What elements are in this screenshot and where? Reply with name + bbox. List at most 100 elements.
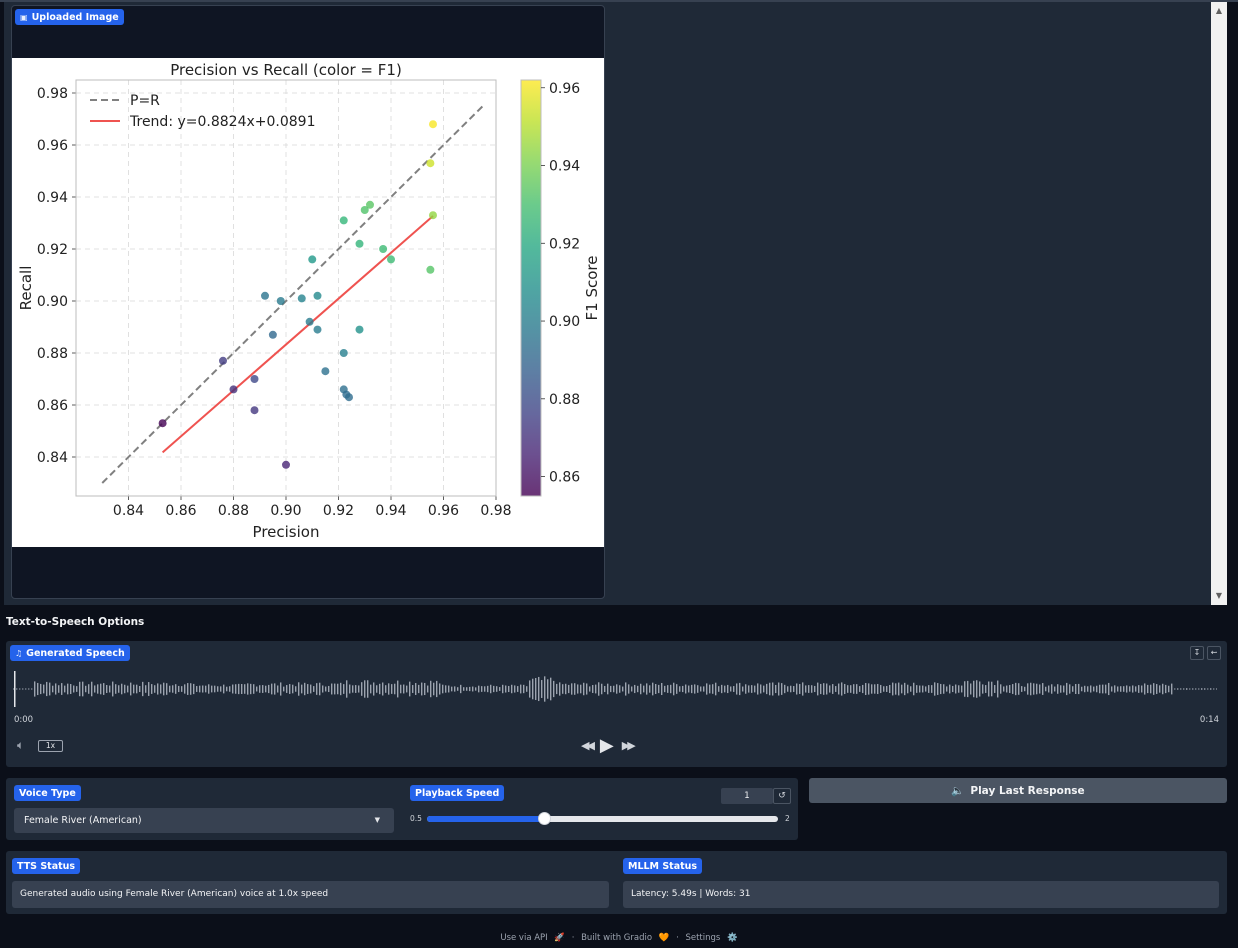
tts-status-label: TTS Status — [12, 858, 81, 874]
waveform-bar — [115, 684, 117, 694]
waveform-bar — [556, 683, 558, 695]
voice-type-select[interactable]: Female River (American) ▼ — [14, 808, 394, 833]
waveform-bar — [862, 684, 864, 694]
waveform-bar — [895, 683, 897, 695]
waveform-bar — [241, 683, 243, 695]
playback-speed-input[interactable]: 1 — [721, 788, 773, 804]
scroll-down-arrow-icon[interactable]: ▼ — [1215, 591, 1223, 600]
scatter-point — [360, 206, 369, 214]
waveform-bar — [427, 685, 429, 693]
waveform-bar — [391, 684, 393, 694]
waveform-bar — [790, 685, 792, 693]
waveform-bar — [958, 685, 960, 693]
playhead-cursor[interactable] — [14, 671, 16, 707]
scatter-point — [268, 330, 277, 339]
playback-rate-button[interactable]: 1x — [38, 740, 63, 752]
waveform-bar — [22, 688, 24, 690]
waveform-bar — [766, 683, 768, 695]
waveform-bar — [973, 680, 975, 698]
play-icon[interactable]: ▶ — [599, 735, 614, 756]
waveform-bar — [94, 685, 96, 693]
waveform-bar — [403, 684, 405, 694]
waveform-bar — [1021, 686, 1023, 692]
waveform-bar — [751, 685, 753, 693]
chart-title: Precision vs Recall (color = F1) — [170, 61, 402, 79]
waveform-bar — [163, 682, 165, 696]
waveform-bar — [997, 680, 999, 698]
waveform-bar — [763, 685, 765, 693]
waveform-bar — [289, 684, 291, 694]
waveform-bar — [355, 685, 357, 693]
waveform-bar — [271, 683, 273, 695]
waveform-bar — [244, 684, 246, 694]
waveform-bar — [361, 682, 363, 696]
waveform-bar — [334, 683, 336, 695]
reset-icon[interactable]: ↺ — [773, 788, 791, 804]
waveform-bar — [589, 686, 591, 692]
settings-link[interactable]: Settings — [685, 933, 721, 943]
waveform-bar — [295, 686, 297, 692]
use-via-api-link[interactable]: Use via API — [500, 933, 548, 943]
waveform-bar — [436, 680, 438, 698]
gear-icon: ⚙️ — [727, 933, 738, 943]
waveform-bar — [328, 685, 330, 693]
waveform-bar — [223, 684, 225, 694]
volume-icon[interactable]: 🔈︎ — [17, 738, 25, 752]
waveform-bar — [934, 682, 936, 696]
play-last-response-button[interactable]: 🔈 Play Last Response — [809, 778, 1227, 803]
waveform-bar — [829, 685, 831, 693]
waveform-bar — [1030, 682, 1032, 696]
waveform-bar — [220, 686, 222, 692]
waveform-bar — [1144, 683, 1146, 695]
waveform-bar — [160, 684, 162, 694]
waveform-bar — [799, 684, 801, 694]
waveform-bar — [1123, 686, 1125, 692]
waveform-bar — [37, 682, 39, 696]
waveform-bar — [25, 688, 27, 690]
vertical-scrollbar[interactable]: ▲ ▼ — [1211, 2, 1227, 605]
waveform-bar — [946, 686, 948, 692]
x-tick-label: 0.86 — [165, 503, 196, 519]
scroll-up-arrow-icon[interactable]: ▲ — [1215, 6, 1223, 15]
waveform-bar — [205, 685, 207, 693]
waveform-bar — [1186, 688, 1188, 690]
waveform-bar — [226, 686, 228, 692]
waveform-bar — [433, 682, 435, 696]
slider-thumb[interactable] — [537, 812, 551, 825]
x-tick-label: 0.92 — [323, 503, 354, 519]
y-tick-label: 0.94 — [37, 190, 68, 206]
waveform-bar — [802, 682, 804, 696]
share-icon[interactable]: ⇜ — [1207, 646, 1221, 660]
waveform-bar — [871, 684, 873, 694]
waveform-bar — [736, 683, 738, 695]
legend-trend-label: Trend: y=0.8824x+0.0891 — [129, 114, 316, 130]
waveform-bar — [193, 683, 195, 695]
waveform-bar — [898, 682, 900, 696]
waveform-bar — [922, 685, 924, 693]
waveform-bar — [157, 683, 159, 695]
download-icon[interactable]: ↧ — [1190, 646, 1204, 660]
waveform-bar — [628, 684, 630, 694]
waveform-bar — [457, 687, 459, 691]
voice-settings-panel: Voice Type Female River (American) ▼ Pla… — [6, 778, 798, 840]
waveform-bar — [217, 686, 219, 692]
waveform-bar — [640, 683, 642, 695]
waveform-bar — [493, 685, 495, 693]
waveform-bar — [1069, 684, 1071, 694]
waveform-bar — [454, 686, 456, 692]
y-tick-label: 0.84 — [37, 450, 68, 466]
scatter-point — [250, 406, 259, 415]
built-with-gradio-link[interactable]: Built with Gradio — [581, 933, 653, 943]
waveform-bar — [310, 684, 312, 694]
waveform[interactable] — [12, 671, 1217, 707]
waveform-bar — [949, 684, 951, 694]
waveform-bar — [1141, 685, 1143, 693]
fast-forward-icon[interactable]: ▶▶ — [621, 739, 636, 752]
waveform-bar — [307, 684, 309, 694]
waveform-bar — [487, 685, 489, 693]
rewind-icon[interactable]: ◀◀ — [581, 739, 595, 752]
speaker-icon: 🔈 — [951, 785, 965, 797]
playback-speed-slider[interactable] — [427, 812, 778, 825]
waveform-bar — [760, 684, 762, 694]
waveform-bar — [1054, 686, 1056, 692]
